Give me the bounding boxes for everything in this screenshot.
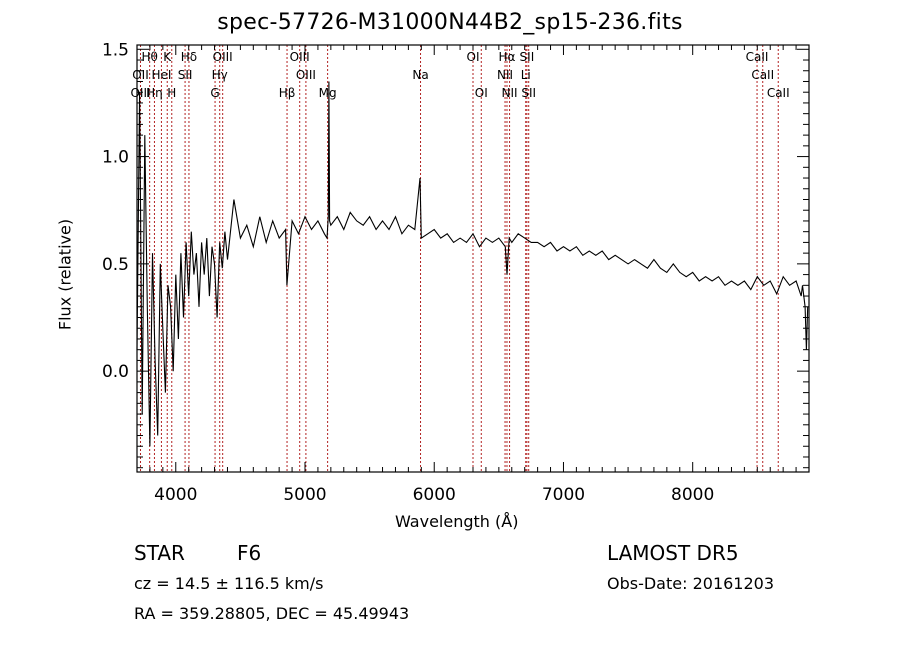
line-label-15: Mg <box>319 86 337 100</box>
line-label-3: Hη <box>146 86 163 100</box>
object-class: STAR <box>134 541 185 565</box>
line-label-27: CaII <box>767 86 790 100</box>
line-label-24: SII <box>521 86 536 100</box>
line-label-11: G <box>210 86 219 100</box>
line-label-17: OI <box>467 50 480 64</box>
line-label-26: CaII <box>751 68 774 82</box>
line-label-25: CaII <box>746 50 769 64</box>
line-label-8: SII <box>178 68 193 82</box>
line-label-20: NII <box>497 68 513 82</box>
x-tick-label-2: 6000 <box>413 485 456 505</box>
line-label-19: Hα <box>499 50 516 64</box>
line-label-0: Hθ <box>141 50 157 64</box>
line-label-14: Hβ <box>279 86 296 100</box>
x-tick-label-3: 7000 <box>542 485 585 505</box>
line-label-4: K <box>163 50 172 64</box>
redshift-cz: cz = 14.5 ± 116.5 km/s <box>134 574 324 593</box>
line-label-10: Hγ <box>212 68 228 82</box>
x-axis-label: Wavelength (Å) <box>395 512 519 531</box>
spectral-subclass: F6 <box>237 541 262 565</box>
line-label-21: NII <box>502 86 518 100</box>
y-axis-label: Flux (relative) <box>55 218 75 331</box>
line-label-16: Na <box>412 68 428 82</box>
x-axis: 4000 5000 6000 7000 8000 <box>136 45 810 505</box>
line-label-6: H <box>167 86 176 100</box>
line-label-5: HeI <box>151 68 171 82</box>
chart-title: spec-57726-M31000N44B2_sp15-236.fits <box>217 10 683 35</box>
x-tick-label-1: 5000 <box>283 485 326 505</box>
line-label-9: OIII <box>213 50 233 64</box>
emission-line-markers <box>139 45 779 472</box>
line-label-2: OIII <box>130 86 150 100</box>
y-tick-label-0: 0.0 <box>102 362 129 382</box>
observation-date: Obs-Date: 20161203 <box>607 574 775 593</box>
line-label-1: OII <box>132 68 149 82</box>
line-label-23: Li <box>521 68 531 82</box>
y-tick-label-1: 0.5 <box>102 255 129 275</box>
line-label-22: SII <box>520 50 535 64</box>
y-tick-label-2: 1.0 <box>102 148 129 168</box>
x-tick-label-0: 4000 <box>154 485 197 505</box>
y-tick-label-3: 1.5 <box>102 40 129 60</box>
line-label-13: OIII <box>296 68 316 82</box>
spectrum-series-line <box>136 81 809 447</box>
x-tick-label-4: 8000 <box>671 485 714 505</box>
line-label-12: OIII <box>290 50 310 64</box>
survey-name: LAMOST DR5 <box>607 541 739 565</box>
y-axis: 0.0 0.5 1.0 1.5 <box>102 40 809 469</box>
line-label-7: Hδ <box>181 50 197 64</box>
line-label-18: OI <box>475 86 488 100</box>
coordinates: RA = 359.28805, DEC = 45.49943 <box>134 604 410 623</box>
